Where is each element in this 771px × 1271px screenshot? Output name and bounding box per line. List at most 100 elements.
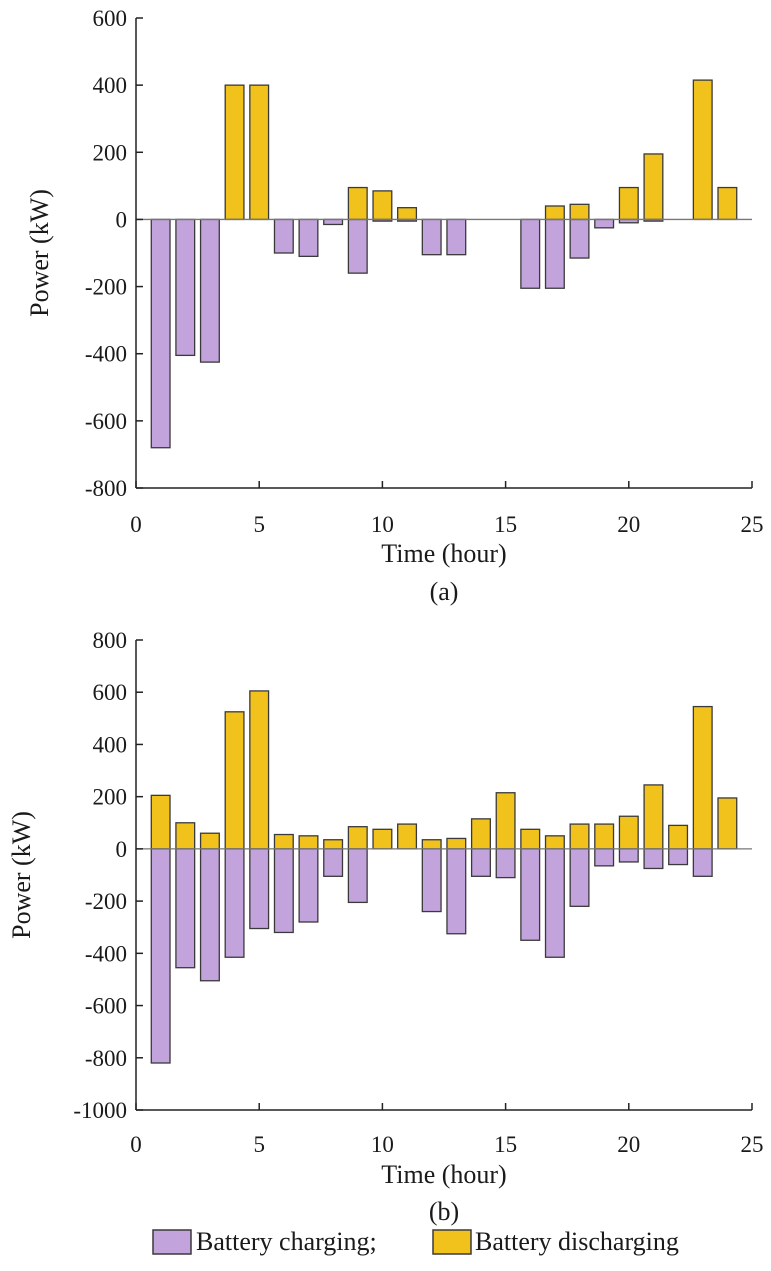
x-tick-label: 0 [130,512,142,537]
charging-bar-1 [150,218,171,449]
charging-bar-16 [520,218,541,289]
discharging-bar-20 [618,186,639,221]
y-tick-label: -400 [85,342,127,367]
y-tick-label: -800 [85,476,127,501]
charging-bar-17 [544,848,565,958]
discharging-bar-9 [347,186,368,221]
charging-bar-1 [150,848,171,1064]
y-tick-label: 0 [116,837,128,862]
discharging-bar-11 [397,207,418,221]
y-axis-label: Power (kW) [25,189,54,317]
discharging-bar-23 [692,79,713,221]
x-tick-label: 25 [741,1132,764,1157]
x-tick-label: 0 [130,1132,142,1157]
charging-bar-2 [175,848,196,969]
discharging-bar-5 [249,84,270,221]
discharging-bar-24 [717,797,738,850]
charging-bar-21 [643,848,664,870]
discharging-bar-2 [175,822,196,850]
legend: Battery charging; Battery discharging [152,1227,679,1256]
charging-bar-20 [618,848,639,863]
charging-bar-3 [199,848,220,982]
y-tick-label: -200 [85,275,127,300]
discharging-bar-7 [298,835,319,850]
charging-bar-17 [544,218,565,289]
discharging-bar-1 [150,794,171,850]
legend-swatch-discharging [432,1229,472,1255]
y-axis-label: Power (kW) [7,811,36,939]
charging-bar-18 [569,218,590,259]
charging-bar-13 [446,848,467,935]
discharging-bar-24 [717,186,738,221]
charging-bar-22 [668,848,689,866]
discharging-bar-5 [249,690,270,850]
charging-bar-15 [495,848,516,879]
legend-label-discharging: Battery discharging [475,1227,679,1256]
discharging-bar-19 [594,823,615,850]
charging-bar-9 [347,218,368,274]
discharging-bar-18 [569,823,590,850]
panel-label: (b) [429,1197,459,1226]
discharging-bar-11 [397,823,418,850]
x-tick-label: 15 [494,1132,517,1157]
discharging-bar-22 [668,824,689,850]
y-tick-label: -600 [85,409,127,434]
charging-bar-19 [594,848,615,867]
charging-bar-19 [594,218,615,229]
discharging-bar-10 [372,828,393,850]
charging-bar-5 [249,848,270,930]
discharging-bar-18 [569,203,590,221]
y-tick-label: 200 [93,785,128,810]
charging-bar-7 [298,848,319,923]
discharging-bar-4 [224,711,245,850]
y-tick-label: -1000 [73,1098,127,1123]
discharging-bar-9 [347,826,368,850]
charging-bar-23 [692,848,713,877]
charging-bar-9 [347,848,368,904]
discharging-bar-10 [372,190,393,221]
discharging-bar-21 [643,153,664,221]
y-tick-label: -400 [85,941,127,966]
charging-bar-13 [446,218,467,256]
y-tick-label: 200 [93,140,128,165]
y-tick-label: 0 [116,207,128,232]
x-tick-label: 15 [494,512,517,537]
charging-bar-6 [273,848,294,934]
charging-bar-8 [323,218,344,226]
x-axis-label: Time (hour) [381,1160,506,1189]
x-tick-label: 5 [253,512,265,537]
charging-bar-3 [199,218,220,363]
legend-swatch-charging [152,1229,192,1255]
discharging-bar-21 [643,784,664,850]
discharging-bar-12 [421,839,442,850]
y-tick-label: 800 [93,628,128,653]
discharging-bar-8 [323,839,344,850]
discharging-bar-23 [692,705,713,850]
charging-bar-18 [569,848,590,907]
y-tick-label: 400 [93,732,128,757]
discharging-bar-20 [618,815,639,850]
discharging-bar-14 [470,818,491,850]
charging-bar-12 [421,848,442,913]
x-tick-label: 20 [617,1132,640,1157]
charging-bar-14 [470,848,491,877]
charging-bar-2 [175,218,196,357]
panel-label: (a) [430,577,459,606]
charging-bar-12 [421,218,442,256]
discharging-bar-3 [199,832,220,850]
charging-bar-7 [298,218,319,258]
discharging-bar-13 [446,837,467,850]
x-tick-label: 25 [741,512,764,537]
y-tick-label: 600 [93,680,128,705]
y-tick-label: -800 [85,1046,127,1071]
discharging-bar-17 [544,835,565,850]
discharging-bar-6 [273,833,294,850]
y-tick-label: -200 [85,889,127,914]
y-tick-label: 600 [93,6,128,31]
discharging-bar-4 [224,84,245,221]
charging-bar-16 [520,848,541,941]
x-tick-label: 10 [371,512,394,537]
